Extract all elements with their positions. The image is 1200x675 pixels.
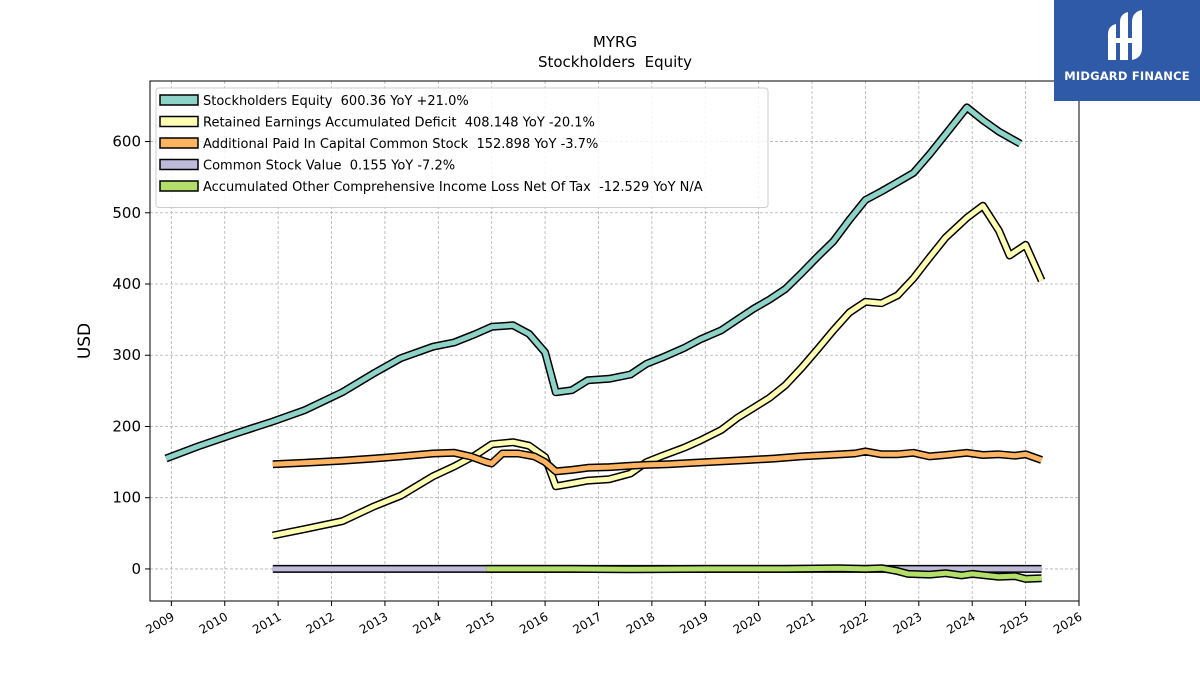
logo-text: MIDGARD FINANCE xyxy=(1064,69,1190,83)
chart-subtitle: Stockholders Equity xyxy=(538,53,692,71)
y-tick-label: 600 xyxy=(112,133,141,151)
y-tick-label: 100 xyxy=(112,489,141,507)
series-line-5 xyxy=(486,564,1042,583)
legend-swatch xyxy=(159,115,199,128)
y-tick-label: 200 xyxy=(112,417,141,435)
series-line-1 xyxy=(164,103,1023,463)
y-tick-label: 400 xyxy=(112,275,141,293)
x-tick-label: 2022 xyxy=(837,609,870,636)
x-tick-label: 2021 xyxy=(784,609,817,636)
y-tick-label: 0 xyxy=(131,560,141,578)
legend: Stockholders Equity 600.36 YoY +21.0% Ret… xyxy=(155,87,769,208)
legend-entry: Accumulated Other Comprehensive Income L… xyxy=(203,180,703,195)
midgard-logo-icon xyxy=(1108,10,1142,60)
midgard-finance-logo: MIDGARD FINANCE xyxy=(1054,0,1200,101)
x-tick-label: 2018 xyxy=(624,609,657,636)
chart-title: MYRG xyxy=(593,33,637,51)
legend-entry: Retained Earnings Accumulated Deficit 40… xyxy=(203,116,595,131)
y-tick-label: 300 xyxy=(112,346,141,364)
x-tick-label: 2019 xyxy=(677,609,710,636)
x-tick-label: 2014 xyxy=(410,609,443,636)
x-tick-label: 2010 xyxy=(197,609,230,636)
legend-entry: Common Stock Value 0.155 YoY -7.2% xyxy=(203,159,455,174)
legend-entry: Stockholders Equity 600.36 YoY +21.0% xyxy=(203,94,469,109)
legend-swatch xyxy=(159,158,199,171)
x-axis: 2009 2010 2011 2012 2013 2014 2015 2016 2017 2018… xyxy=(143,601,1085,637)
x-tick-label: 2025 xyxy=(998,609,1031,636)
x-tick-label: 2024 xyxy=(944,609,977,636)
legend-swatch xyxy=(159,94,199,106)
x-tick-label: 2017 xyxy=(571,609,604,636)
plot-frame xyxy=(149,80,1080,602)
y-axis-label: USD xyxy=(75,323,95,359)
legend-entry: Additional Paid In Capital Common Stock … xyxy=(203,137,598,152)
x-tick-label: 2011 xyxy=(250,609,283,636)
legend-swatch xyxy=(159,137,199,149)
y-tick-label: 500 xyxy=(112,204,141,222)
series-lines xyxy=(164,103,1046,583)
legend-swatch xyxy=(159,180,199,192)
y-axis: 0 100 200 300 400 500 600 xyxy=(112,133,150,578)
legend-box xyxy=(155,87,769,208)
x-tick-label: 2023 xyxy=(891,609,924,636)
x-tick-label: 2020 xyxy=(731,609,764,636)
x-tick-label: 2013 xyxy=(357,609,390,636)
x-tick-label: 2026 xyxy=(1051,609,1084,636)
series-line-3 xyxy=(272,447,1043,476)
x-tick-label: 2016 xyxy=(517,609,550,636)
x-tick-label: 2009 xyxy=(143,609,176,636)
series-line-2 xyxy=(272,201,1046,540)
x-tick-label: 2015 xyxy=(464,609,497,636)
x-tick-label: 2012 xyxy=(304,609,337,636)
